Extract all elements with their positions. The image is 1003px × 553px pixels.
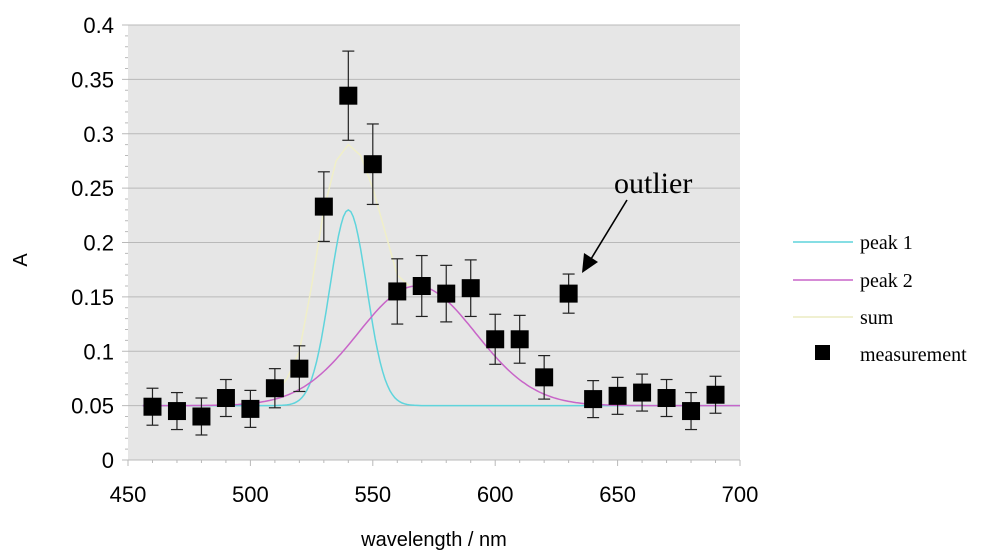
measurement-point [363,155,382,174]
y-tick-label: 0 [102,448,114,473]
x-tick-label: 450 [110,482,147,507]
legend-item-peak-1: peak 1 [793,232,913,254]
y-axis-title: A [10,253,32,267]
outlier-annotation: outlier [614,167,692,200]
outlier-arrow [582,199,628,273]
y-tick-label: 0.05 [71,394,114,419]
measurement-point [706,385,725,404]
legend: peak 1 peak 2 sum measurement [793,232,967,366]
y-tick-label: 0.35 [71,67,114,92]
legend-label-measurement: measurement [860,344,967,366]
y-tick-label: 0.2 [83,231,114,256]
legend-swatch-measurement [815,345,830,360]
x-tick-labels: 450 500 550 600 650 700 [110,482,759,507]
legend-item-peak-2: peak 2 [793,270,913,292]
y-tick-label: 0.1 [83,339,114,364]
legend-label-peak-2: peak 2 [860,270,913,292]
measurement-point [486,330,505,349]
measurement-point [339,86,358,105]
measurement-point [216,389,235,408]
measurement-point [657,389,676,408]
measurement-markers [143,86,725,426]
measurement-point [633,383,652,402]
y-tick-label: 0.4 [83,13,114,38]
measurement-point [290,359,309,378]
y-tick-labels: 0 0.05 0.1 0.15 0.2 0.25 0.3 0.35 0.4 [71,13,114,473]
x-tick-label: 500 [232,482,269,507]
measurement-point [167,402,186,421]
measurement-point [584,390,603,409]
x-tick-label: 700 [722,482,759,507]
measurement-point [265,379,284,398]
measurement-point [412,277,431,295]
x-axis-title: wavelength / nm [360,529,507,551]
measurement-point [510,330,529,349]
measurement-point [388,282,407,301]
legend-item-measurement: measurement [815,344,967,366]
legend-item-sum: sum [793,307,894,329]
measurement-point [241,399,260,418]
y-tick-label: 0.15 [71,285,114,310]
measurement-point [314,197,333,216]
measurement-point [608,386,627,405]
measurement-point [437,284,456,303]
series-line-sum [274,143,410,396]
measurement-point [143,397,162,416]
x-tick-label: 550 [354,482,391,507]
legend-label-peak-1: peak 1 [860,232,913,254]
measurement-point [535,368,554,387]
y-tick-label: 0.25 [71,176,114,201]
x-tick-label: 600 [477,482,514,507]
x-tick-label: 650 [599,482,636,507]
measurement-point [461,279,480,298]
measurement-point [682,402,701,421]
minor-ticks [122,24,741,466]
y-tick-label: 0.3 [83,122,114,147]
legend-label-sum: sum [860,307,894,329]
measurement-point [192,407,211,426]
measurement-point [559,284,578,303]
